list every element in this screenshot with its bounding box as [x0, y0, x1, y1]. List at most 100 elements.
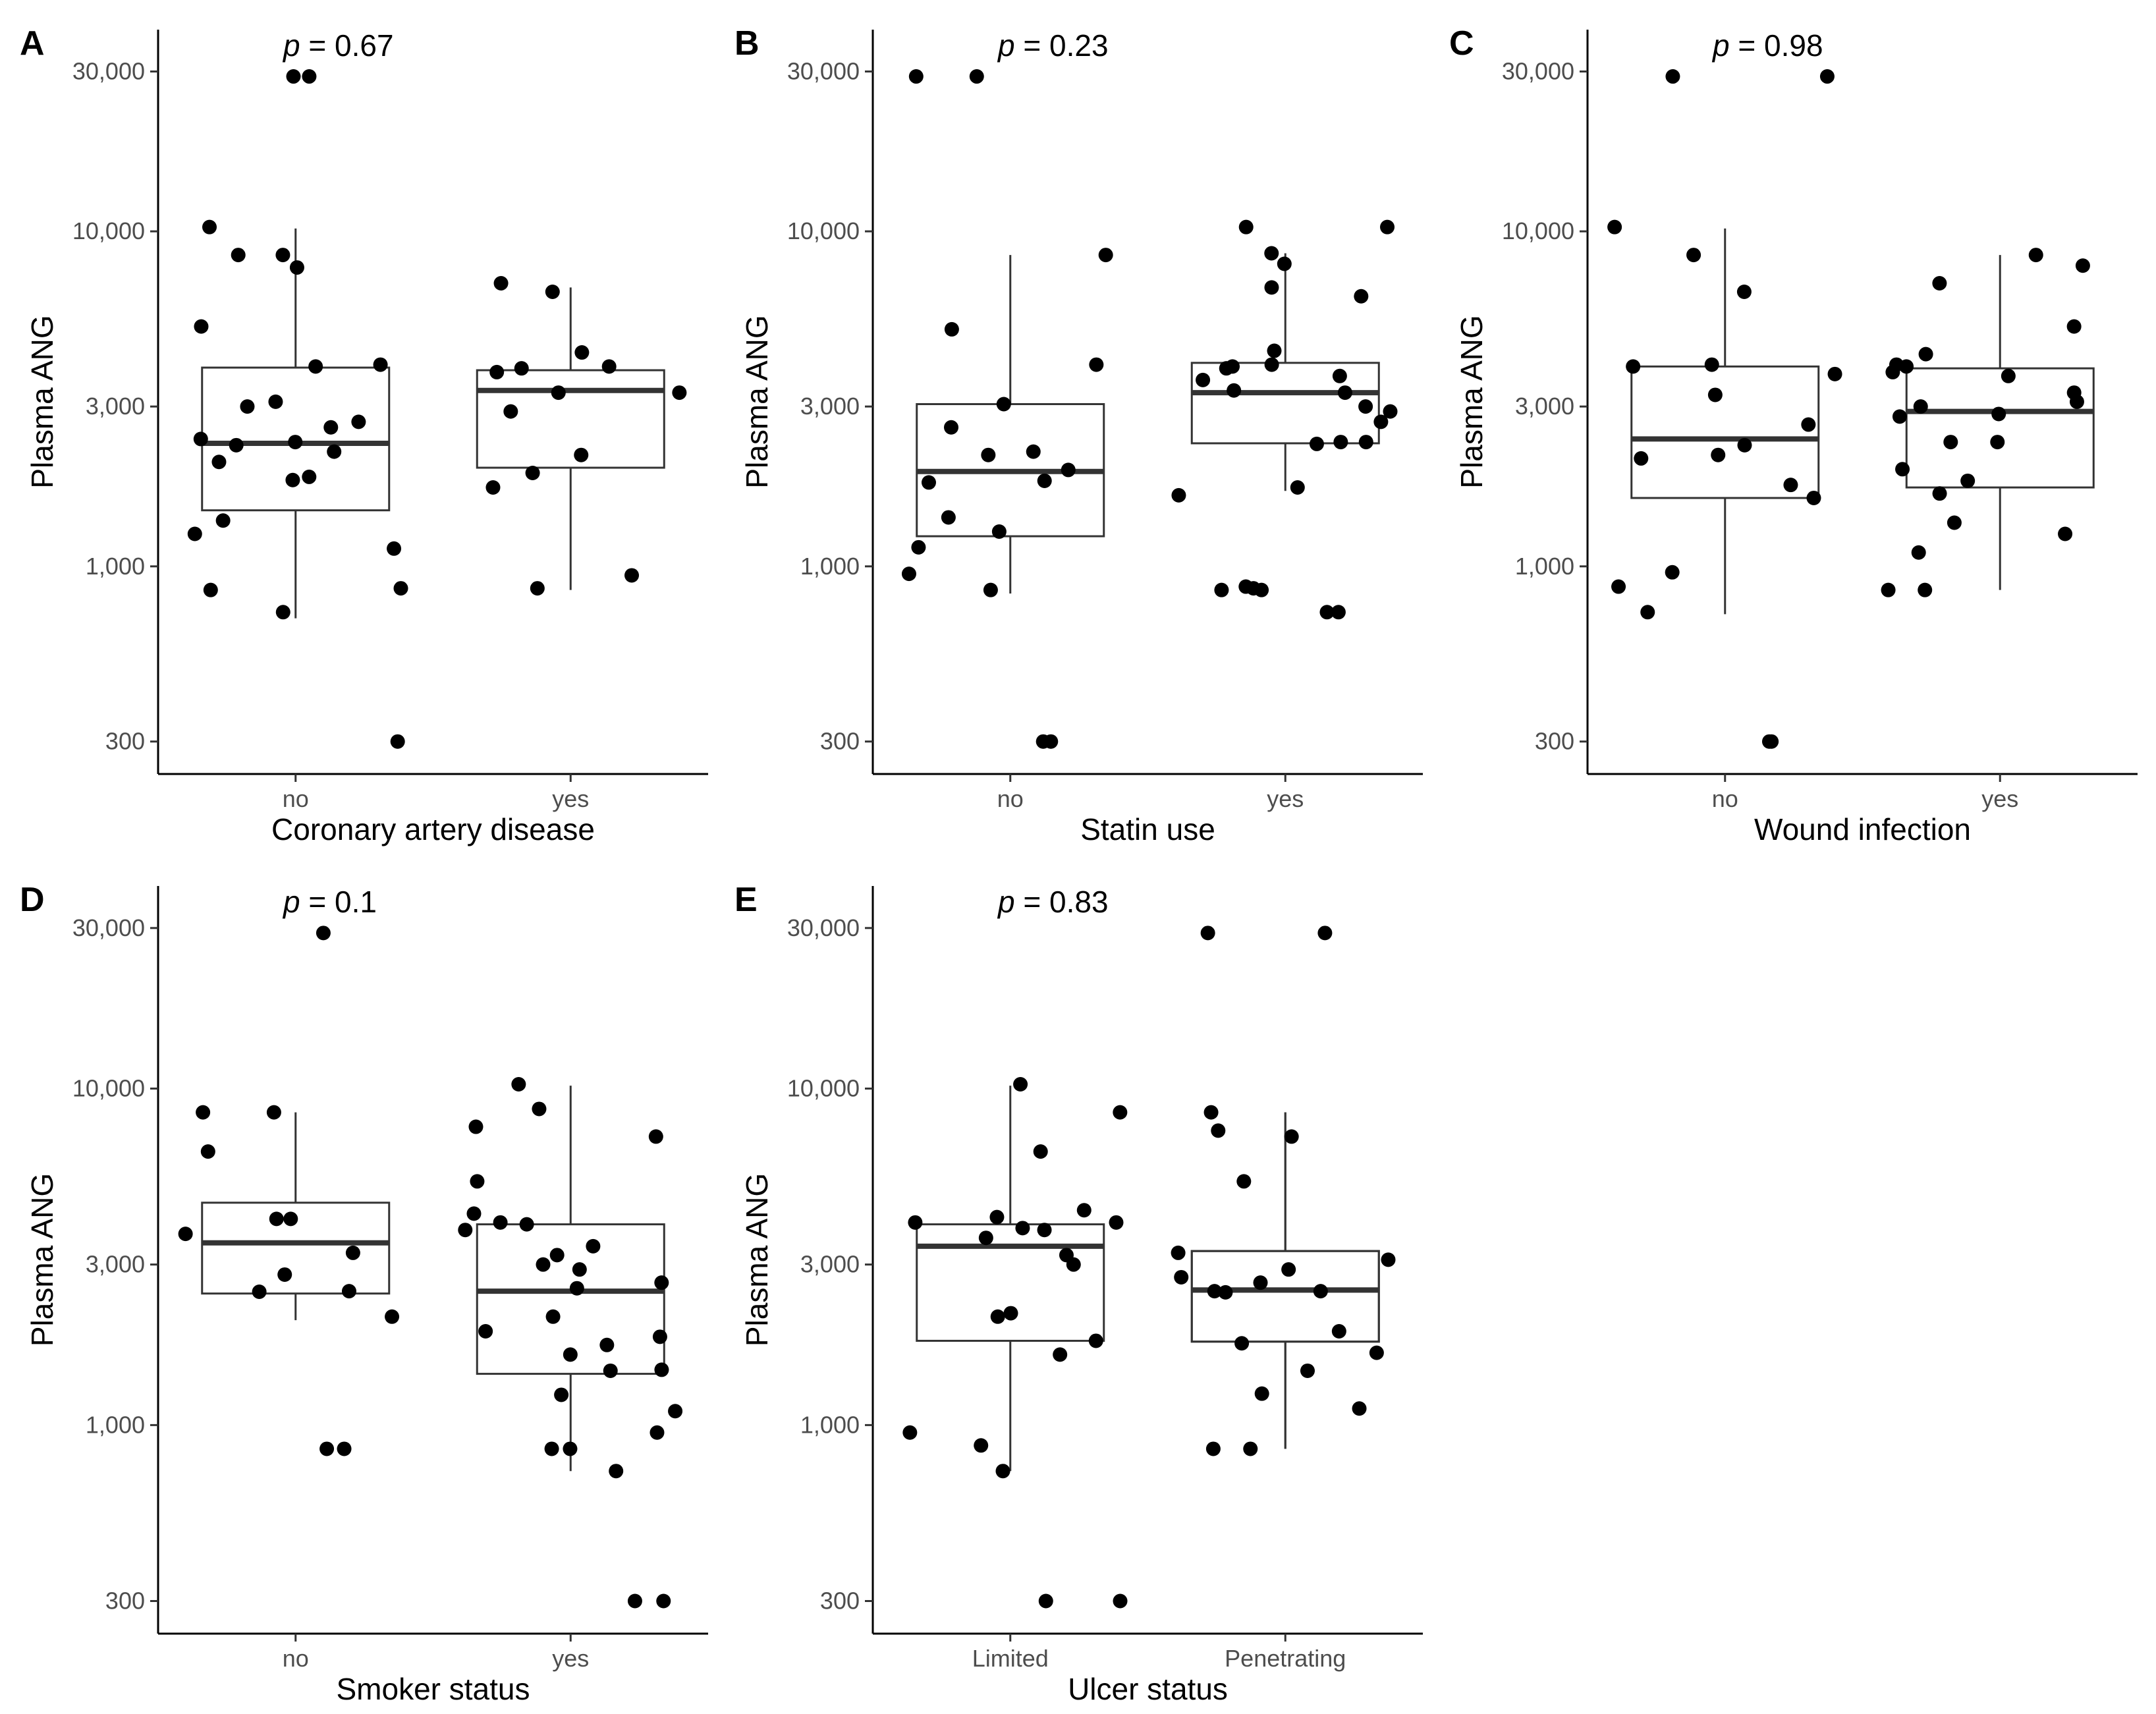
- data-point: [503, 404, 518, 419]
- data-point: [203, 582, 218, 597]
- box-iqr: [916, 1223, 1105, 1342]
- data-point: [654, 1275, 669, 1290]
- data-point: [1354, 289, 1369, 304]
- data-point: [1918, 346, 1933, 362]
- data-point: [308, 359, 323, 374]
- data-point: [285, 472, 300, 487]
- data-point: [1267, 343, 1282, 358]
- y-tick-label: 300: [820, 1587, 860, 1614]
- data-point: [275, 605, 290, 620]
- y-tick-label: 300: [105, 728, 145, 755]
- data-point: [1711, 447, 1726, 462]
- data-point: [901, 567, 916, 582]
- y-tick-label: 3,000: [800, 1251, 860, 1278]
- data-point: [1319, 605, 1335, 620]
- data-point: [316, 926, 331, 941]
- data-point: [194, 319, 209, 334]
- data-point: [202, 219, 217, 235]
- x-axis-title: Statin use: [1080, 812, 1215, 846]
- box-iqr: [476, 1223, 665, 1375]
- p-value-text: = 0.1: [300, 885, 377, 919]
- data-point: [1088, 1333, 1103, 1348]
- data-point: [1300, 1363, 1315, 1378]
- panel-letter: D: [20, 881, 45, 919]
- x-axis-title: Wound infection: [1754, 812, 1971, 846]
- data-point: [1736, 284, 1752, 299]
- data-point: [489, 364, 505, 379]
- data-point: [1380, 219, 1395, 235]
- data-point: [266, 1105, 281, 1120]
- data-point: [269, 1211, 284, 1227]
- data-point: [990, 1309, 1005, 1324]
- x-tick-label: no: [997, 785, 1024, 812]
- boxplot-no: [201, 1112, 391, 1321]
- data-point: [327, 444, 342, 459]
- data-point: [1264, 357, 1279, 372]
- data-point: [989, 1209, 1005, 1225]
- data-point: [341, 1284, 356, 1299]
- data-point: [514, 361, 529, 376]
- data-point: [1827, 366, 1842, 381]
- data-point: [549, 1248, 565, 1263]
- data-point: [1665, 69, 1680, 84]
- data-point: [974, 1438, 989, 1453]
- data-point: [1254, 582, 1269, 597]
- data-point: [1284, 1129, 1299, 1144]
- p-value-label: p = 0.23: [997, 28, 1109, 63]
- data-point: [1707, 387, 1723, 402]
- data-point: [601, 359, 617, 374]
- y-tick-label: 10,000: [787, 217, 860, 244]
- panel-letter: B: [734, 24, 760, 63]
- data-point: [1333, 435, 1348, 450]
- data-point: [908, 1215, 923, 1230]
- data-point: [289, 260, 304, 275]
- data-point: [911, 539, 926, 555]
- data-point: [345, 1245, 360, 1260]
- p-value-label: p = 0.98: [1711, 28, 1823, 63]
- data-point: [551, 385, 566, 401]
- p-value-text: = 0.67: [300, 28, 394, 63]
- p-value-label: p = 0.67: [282, 28, 394, 63]
- data-point: [1626, 359, 1641, 374]
- data-point: [302, 469, 317, 484]
- data-point: [648, 1129, 663, 1144]
- y-axis-title: Plasma ANG: [740, 315, 774, 488]
- data-point: [385, 1309, 400, 1324]
- data-point: [1171, 487, 1186, 503]
- data-point: [545, 284, 560, 299]
- data-point: [1113, 1105, 1128, 1120]
- data-point: [1332, 368, 1347, 383]
- data-point: [2075, 258, 2090, 273]
- points-penetrating: [1171, 926, 1396, 1456]
- data-point: [944, 420, 959, 435]
- data-point: [1640, 605, 1655, 620]
- data-point: [1098, 248, 1113, 263]
- data-point: [1932, 275, 1947, 290]
- data-point: [1109, 1215, 1124, 1230]
- p-value-text: = 0.98: [1730, 28, 1823, 63]
- data-point: [1611, 579, 1626, 594]
- data-point: [1337, 385, 1352, 401]
- data-point: [187, 526, 202, 541]
- data-point: [1373, 414, 1389, 429]
- x-tick-label: no: [283, 785, 309, 812]
- data-point: [1264, 280, 1279, 295]
- data-point: [1089, 357, 1104, 372]
- boxplot-limited: [916, 1086, 1105, 1472]
- data-point: [1066, 1257, 1081, 1272]
- data-point: [468, 1119, 484, 1134]
- y-tick-label: 30,000: [72, 914, 145, 941]
- data-point: [1033, 1144, 1048, 1159]
- data-point: [1253, 1275, 1268, 1290]
- y-tick-label: 1,000: [86, 553, 145, 580]
- x-tick-label: no: [283, 1645, 309, 1672]
- y-axis-title: Plasma ANG: [740, 1173, 774, 1346]
- data-point: [1236, 1174, 1252, 1189]
- data-point: [572, 1262, 587, 1277]
- y-tick-label: 300: [105, 1587, 145, 1614]
- data-point: [2028, 248, 2043, 263]
- data-point: [229, 437, 244, 453]
- data-point: [652, 1329, 667, 1344]
- p-value-label: p = 0.1: [282, 885, 377, 919]
- data-point: [672, 385, 687, 401]
